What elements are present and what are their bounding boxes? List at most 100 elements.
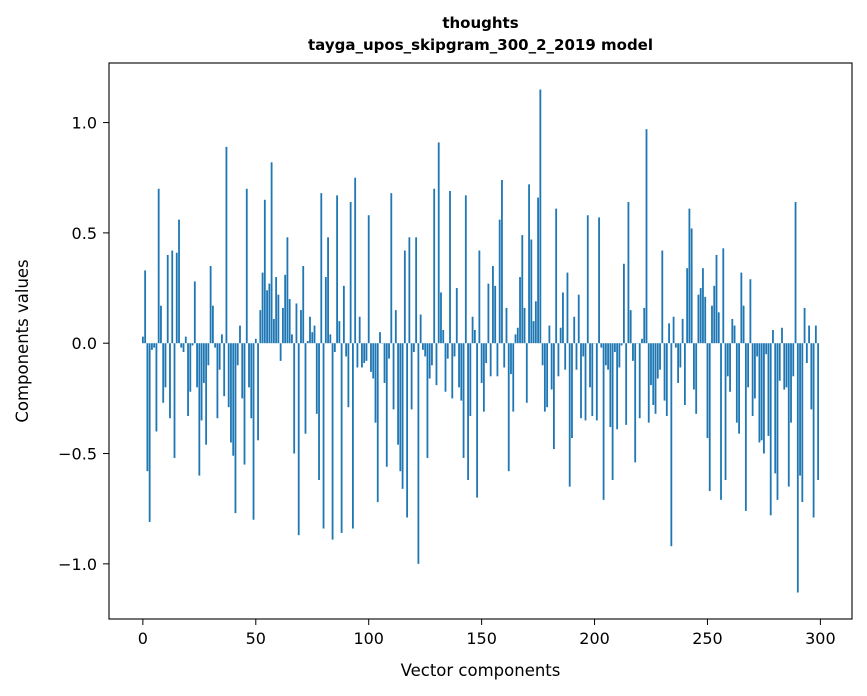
- bar: [476, 343, 479, 498]
- bar: [796, 343, 799, 593]
- bar: [647, 343, 650, 423]
- bar: [385, 343, 388, 467]
- bar: [471, 316, 474, 344]
- bar: [668, 323, 670, 344]
- bar: [442, 329, 445, 344]
- bar: [184, 336, 187, 344]
- bar: [613, 343, 616, 353]
- y-tick-label: −1.0: [58, 555, 97, 574]
- bar: [449, 190, 451, 344]
- bar: [618, 343, 621, 368]
- bar: [677, 343, 680, 383]
- bar: [363, 343, 366, 364]
- bar: [765, 343, 768, 355]
- y-tick-label: −0.5: [58, 445, 97, 464]
- bar: [767, 343, 770, 436]
- bar: [146, 343, 149, 472]
- bar: [419, 314, 422, 344]
- bar: [252, 343, 255, 520]
- bar: [338, 321, 341, 344]
- bar: [347, 343, 350, 408]
- bar: [582, 343, 585, 357]
- bar: [763, 343, 765, 454]
- bar: [589, 343, 591, 388]
- bar: [776, 343, 779, 500]
- bar: [695, 343, 698, 414]
- bar: [148, 343, 151, 522]
- bar: [632, 343, 634, 361]
- chart-subtitle: tayga_upos_skipgram_300_2_2019 model: [308, 36, 653, 54]
- bar: [214, 343, 217, 348]
- bar: [248, 343, 250, 388]
- bar: [361, 343, 363, 368]
- bar: [760, 343, 763, 441]
- bar: [580, 343, 582, 419]
- bar: [801, 343, 804, 503]
- bar: [645, 129, 648, 344]
- x-tick-label: 100: [353, 629, 384, 648]
- bar: [388, 343, 390, 359]
- bar: [225, 146, 228, 344]
- bar-series: [141, 89, 820, 593]
- bar: [552, 343, 555, 450]
- bar: [514, 334, 517, 344]
- bar: [758, 343, 761, 443]
- bar: [568, 343, 571, 487]
- bar: [704, 296, 707, 344]
- bar: [774, 343, 777, 474]
- bar: [250, 343, 253, 419]
- bar: [769, 343, 772, 516]
- bar: [564, 343, 567, 370]
- bar: [223, 343, 226, 397]
- bar: [412, 343, 415, 353]
- bar: [243, 343, 246, 465]
- bar: [196, 343, 198, 388]
- bar: [792, 343, 795, 377]
- bar: [254, 338, 257, 344]
- bar: [191, 343, 194, 346]
- bar: [295, 303, 298, 344]
- bar: [659, 343, 661, 370]
- bar: [218, 343, 221, 370]
- bar: [480, 343, 483, 383]
- bar: [437, 142, 440, 344]
- bar: [453, 343, 456, 357]
- bar: [263, 199, 266, 344]
- bar: [221, 334, 223, 344]
- bar: [550, 343, 553, 390]
- bar: [546, 343, 549, 408]
- bar: [742, 305, 745, 344]
- bar: [216, 343, 219, 419]
- bar: [392, 343, 395, 410]
- bar: [367, 215, 370, 344]
- bar: [810, 343, 813, 410]
- bar: [706, 343, 709, 439]
- bar: [496, 343, 499, 377]
- bar: [431, 343, 433, 366]
- bar: [697, 294, 700, 344]
- bar: [286, 237, 289, 344]
- bar: [428, 343, 431, 379]
- bar: [602, 343, 605, 500]
- bar: [315, 343, 318, 414]
- bar: [288, 299, 291, 344]
- bar: [322, 343, 325, 529]
- bar: [528, 184, 530, 344]
- bar: [604, 343, 607, 366]
- bar: [171, 250, 174, 344]
- bar: [611, 343, 614, 480]
- bar: [462, 343, 465, 458]
- bar: [498, 219, 501, 344]
- bar: [708, 343, 711, 492]
- bar: [575, 343, 578, 370]
- bar: [654, 343, 657, 414]
- bar: [455, 288, 458, 344]
- bar: [426, 343, 429, 458]
- bar: [464, 195, 467, 344]
- bar: [681, 318, 684, 344]
- bar: [808, 325, 810, 344]
- bar: [374, 343, 377, 423]
- bar: [672, 316, 675, 344]
- bar: [268, 283, 271, 344]
- bar: [541, 343, 544, 366]
